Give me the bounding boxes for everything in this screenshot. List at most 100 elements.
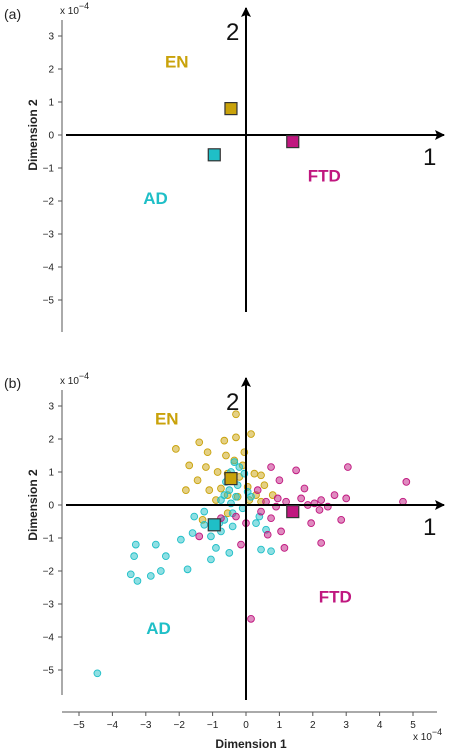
panel-b-ad-point: [183, 565, 192, 574]
panel-b-ad-centroid: [207, 518, 221, 532]
panel-b-ftd-point: [267, 463, 275, 471]
panel-b-ad-point: [161, 552, 170, 561]
panel-b-ad-point: [126, 570, 135, 579]
panel-a-label-ftd: FTD: [308, 167, 341, 186]
panel-b-ad-point: [212, 544, 220, 552]
panel-a-y-tick-label: −1: [43, 164, 55, 175]
panel-b-y-tick-label: 0: [48, 501, 54, 512]
panel-a-group-labels: EN AD FTD: [143, 53, 341, 208]
panel-b-ftd-point: [237, 540, 245, 549]
panel-a-ylabel: Dimension 2: [26, 99, 40, 171]
panel-b-y-tick-label: 1: [48, 468, 54, 479]
panel-b-ftd-point: [300, 484, 309, 493]
panel-b-x-tick-label: 5: [410, 720, 416, 731]
panel-b-axis-label-2: 2: [226, 389, 239, 416]
panel-b-ad-point: [225, 486, 234, 495]
panel-b-en-point: [213, 468, 222, 476]
panel-b-en-point: [247, 430, 255, 438]
panel-b-ad-point: [190, 512, 199, 521]
panel-a-y-tick-label: 0: [48, 131, 54, 142]
panel-b-x-tick-label: 2: [310, 720, 316, 731]
panel-b-group-labels: EN AD FTD: [146, 410, 352, 638]
panel-b-y-multiplier: x 10−4: [60, 371, 89, 387]
panel-b-y-tick-label: −1: [43, 534, 55, 545]
panel-b-ftd-point: [307, 519, 315, 528]
panel-a-y-tick-label: −3: [43, 230, 55, 241]
panel-b-ftd-point: [280, 544, 289, 552]
panel-b-ad-point: [257, 545, 265, 554]
panel-b-en-point: [220, 436, 229, 445]
panel-b-en-point: [202, 463, 210, 471]
panel-b-xlabel: Dimension 1: [215, 737, 287, 750]
panel-a-y-multiplier-base: x 10: [60, 6, 79, 17]
panel-a-label: (a): [4, 6, 21, 22]
panel-b-ad-point: [230, 458, 239, 466]
panel-b-ftd-point: [402, 478, 411, 486]
panel-a-label-en: EN: [165, 53, 189, 72]
panel-b-label-en: EN: [155, 410, 179, 429]
panel-b-x-tick-label: −1: [207, 720, 219, 731]
panel-a-y-tick-label: 3: [48, 32, 54, 43]
panel-b-y-tick-label: −2: [43, 567, 55, 578]
panel-b-ad-point: [130, 552, 138, 561]
panel-b-x-multiplier: x 10−4: [413, 727, 442, 743]
panel-b-en-point: [257, 471, 265, 480]
panel-b-en-point: [203, 448, 212, 457]
panel-b-ad-point: [131, 540, 140, 549]
panel-a-y-tick-label: 2: [48, 65, 54, 76]
panel-b-ylabel: Dimension 2: [26, 469, 40, 541]
panel-b-ad-point: [232, 492, 240, 501]
panel-b-ad-point: [200, 520, 209, 529]
panel-b-ftd-point: [232, 512, 240, 521]
panel-b-ftd-point: [337, 515, 346, 524]
panel-a-ad-centroid: [207, 148, 221, 162]
panel-b-ad-point: [146, 572, 155, 580]
panel-b-x-tick-label: 1: [277, 720, 283, 731]
panel-b-ad-point: [188, 529, 197, 537]
panel-b-ftd-point: [267, 514, 275, 523]
panel-b-ftd-point: [344, 463, 352, 471]
panel-b-centroids: [207, 472, 300, 532]
panel-b-ad-point: [235, 463, 244, 471]
panel-b-ftd-point: [273, 494, 282, 503]
panel-b-ad-point: [133, 577, 142, 585]
panel-b-x-ticks: −5 −4 −3 −2 −1 0 1 2 3 4 5: [73, 712, 416, 731]
panel-b-ad-point: [207, 532, 215, 541]
panel-b-label: (b): [4, 375, 21, 391]
panel-a-ftd-centroid: [286, 135, 300, 149]
panel-b-ftd-point: [292, 466, 300, 475]
panel-a-y-multiplier: x 10−4: [60, 1, 89, 17]
panel-a-y-tick-label: −2: [43, 197, 55, 208]
panel-b-ad-point: [177, 535, 185, 544]
panel-b-y-tick-label: 3: [48, 402, 54, 413]
panel-b-ad-point: [207, 555, 215, 564]
panel-a-en-centroid: [224, 101, 238, 116]
panel-b-y-multiplier-base: x 10: [60, 376, 79, 387]
panel-b-ftd-point: [317, 539, 326, 547]
panel-b-x-multiplier-base: x 10: [413, 732, 432, 743]
panel-b-y-tick-label: −5: [43, 666, 55, 677]
panel-b-ftd-centroid: [286, 505, 300, 519]
panel-b-x-tick-label: −4: [107, 720, 119, 731]
panel-b-ftd-point: [275, 476, 284, 485]
panel-b-y-tick-label: 2: [48, 435, 54, 446]
panel-b-en-point: [222, 451, 230, 460]
panel-a-y-tick-label: −5: [43, 296, 55, 307]
panel-b-x-tick-label: 4: [377, 720, 383, 731]
panel-b-x-tick-label: −2: [173, 720, 185, 731]
panel-b-en-point: [260, 481, 269, 490]
panel-b-ad-point: [151, 540, 160, 549]
panel-b-ftd-point: [315, 506, 324, 514]
panel-b-en-point: [205, 486, 214, 495]
panel-a-y-tick-label: 1: [48, 98, 54, 109]
panel-b-ftd-point: [257, 507, 265, 516]
panel-a-y-tick-label: −4: [43, 263, 55, 274]
panel-b-label-ad: AD: [146, 619, 171, 638]
panel-b-ftd-point: [195, 532, 204, 541]
panel-b-ad-point: [200, 507, 209, 516]
panel-b-ftd-point: [247, 614, 255, 623]
panel-b-x-tick-label: 3: [343, 720, 349, 731]
panel-b-en-point: [250, 469, 259, 478]
